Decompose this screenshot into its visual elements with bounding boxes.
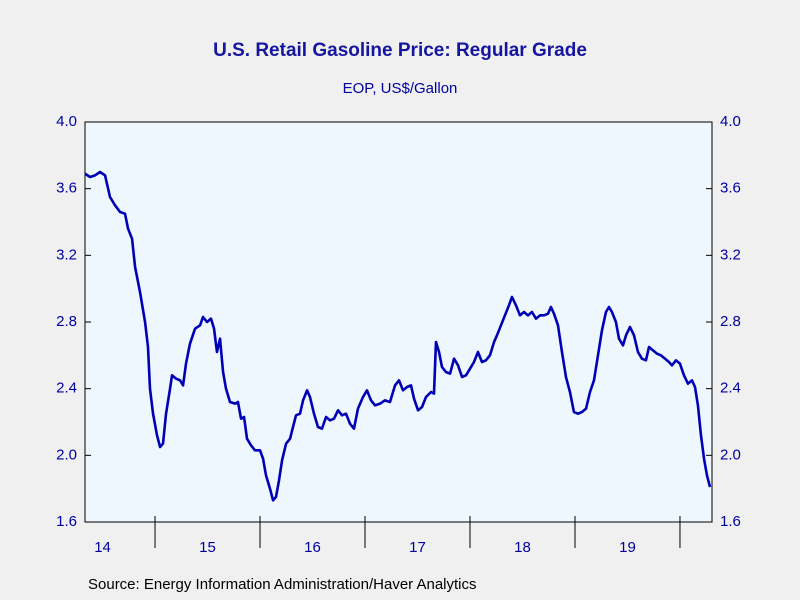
y-tick-label: 3.6 [56,180,77,197]
y-tick-label: 2.0 [56,446,77,463]
y2-tick-label: 3.2 [720,246,741,263]
y2-tick-label: 2.4 [720,380,741,397]
y-tick-label: 2.8 [56,313,77,330]
y-tick-label: 4.0 [56,113,77,130]
y-tick-label: 3.2 [56,246,77,263]
x-tick-label: 19 [619,539,636,556]
chart-title: U.S. Retail Gasoline Price: Regular Grad… [213,40,587,61]
y2-tick-label: 1.6 [720,513,741,530]
plot-area [84,121,713,523]
y2-tick-label: 2.0 [720,446,741,463]
y-tick-label: 1.6 [56,513,77,530]
y2-tick-label: 4.0 [720,113,741,130]
series-line [84,170,712,502]
x-tick-label: 15 [199,539,216,556]
x-tick-label: 16 [304,539,321,556]
y2-tick-label: 2.8 [720,313,741,330]
y-tick-label: 2.4 [56,380,77,397]
x-tick-label: 18 [514,539,531,556]
chart-subtitle: EOP, US$/Gallon [343,80,458,97]
source-note: Source: Energy Information Administratio… [88,576,477,593]
x-tick-label: 14 [94,539,111,556]
x-tick-label: 17 [409,539,426,556]
y2-tick-label: 3.6 [720,180,741,197]
